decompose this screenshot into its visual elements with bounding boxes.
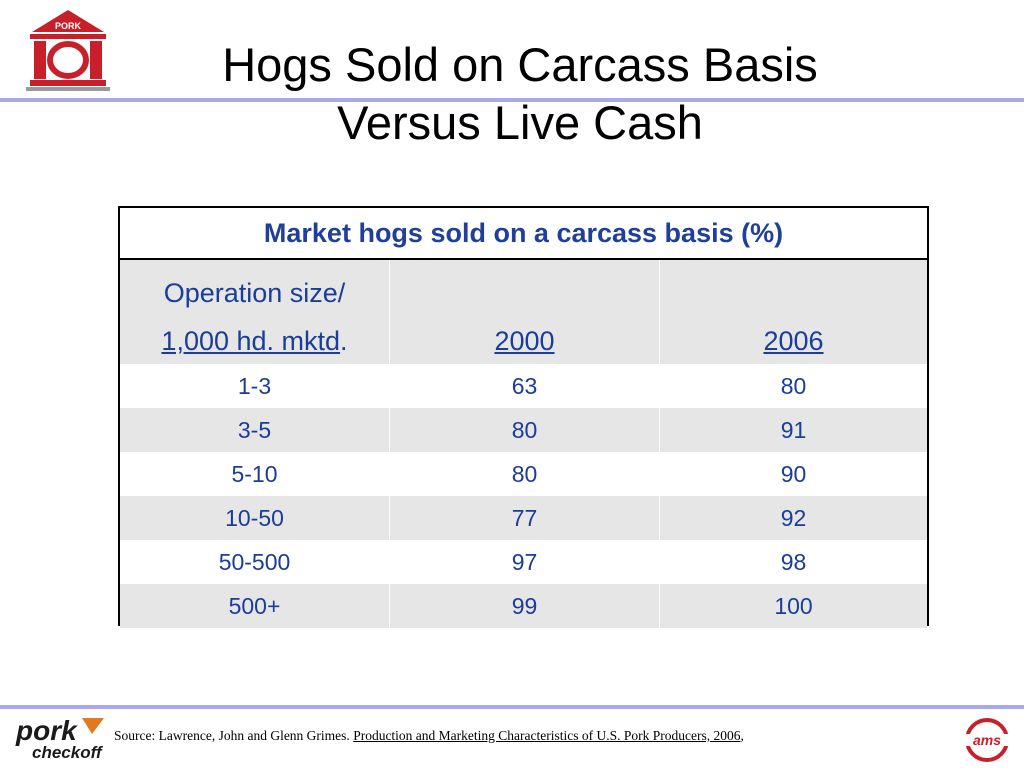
cell-2000: 97 — [390, 540, 660, 584]
cell-2000: 63 — [390, 364, 660, 408]
header-operation-size-line2-wrap: 1,000 hd. mktd. — [120, 326, 389, 357]
table-row: 500+ 99 100 — [120, 584, 927, 628]
cell-2006: 80 — [780, 373, 807, 399]
header-operation-size-line1: Operation size/ — [163, 278, 346, 308]
source-prefix: Source: Lawrence, John and Glenn Grimes. — [114, 728, 354, 743]
table-row: 50-500 97 98 — [120, 540, 927, 584]
title-divider — [0, 98, 1024, 102]
logo-pork-text: PORK — [55, 21, 82, 31]
ams-logo-text: ams — [973, 732, 1001, 748]
cell-size: 1-3 — [120, 364, 390, 408]
footer-divider — [0, 705, 1024, 709]
pork-building-logo: PORK — [26, 10, 110, 91]
header-2000: 2000 — [390, 260, 660, 364]
cell-2000: 80 — [390, 452, 660, 496]
cell-2000: 77 — [390, 496, 660, 540]
cell-2006: 90 — [780, 461, 807, 487]
header-2006: 2006 — [660, 260, 927, 364]
table-header-row: Operation size/ 1,000 hd. mktd. 2000 200… — [120, 260, 927, 364]
cell-size: 500+ — [120, 584, 390, 628]
cell-2006: 92 — [780, 505, 807, 531]
cell-size: 3-5 — [120, 408, 390, 452]
header-operation-size-line2: 1,000 hd. mktd — [161, 326, 341, 356]
header-2000-label: 2000 — [494, 326, 555, 356]
header-operation-size-period: . — [340, 326, 348, 356]
header-2006-label: 2006 — [763, 326, 824, 356]
data-table: Market hogs sold on a carcass basis (%) … — [118, 206, 929, 628]
cell-2000: 99 — [390, 584, 660, 628]
pork-checkoff-word-2: checkoff — [32, 743, 104, 762]
header-operation-size: Operation size/ 1,000 hd. mktd. — [120, 260, 390, 364]
pork-checkoff-word-1: pork — [15, 715, 78, 746]
title-line-2: Versus Live Cash — [337, 96, 703, 149]
ams-logo: ams — [960, 718, 1014, 762]
source-publication: Production and Marketing Characteristics… — [353, 728, 741, 743]
table-row: 10-50 77 92 — [120, 496, 927, 540]
table-row: 3-5 80 91 — [120, 408, 927, 452]
source-suffix: , — [740, 728, 744, 743]
title-line-1: Hogs Sold on Carcass Basis — [222, 38, 818, 91]
cell-2006: 98 — [780, 549, 807, 575]
cell-2006: 100 — [774, 593, 813, 619]
source-citation: Source: Lawrence, John and Glenn Grimes.… — [114, 728, 744, 744]
pork-checkoff-logo: pork checkoff — [15, 715, 104, 762]
cell-size: 5-10 — [120, 452, 390, 496]
table-row: 1-3 63 80 — [120, 364, 927, 408]
cell-size: 10-50 — [120, 496, 390, 540]
cell-size: 50-500 — [120, 540, 390, 584]
table-caption: Market hogs sold on a carcass basis (%) — [120, 208, 927, 260]
cell-2006: 91 — [780, 417, 807, 443]
table-row: 5-10 80 90 — [120, 452, 927, 496]
page-title: Hogs Sold on Carcass Basis Versus Live C… — [130, 36, 910, 152]
cell-2000: 80 — [390, 408, 660, 452]
